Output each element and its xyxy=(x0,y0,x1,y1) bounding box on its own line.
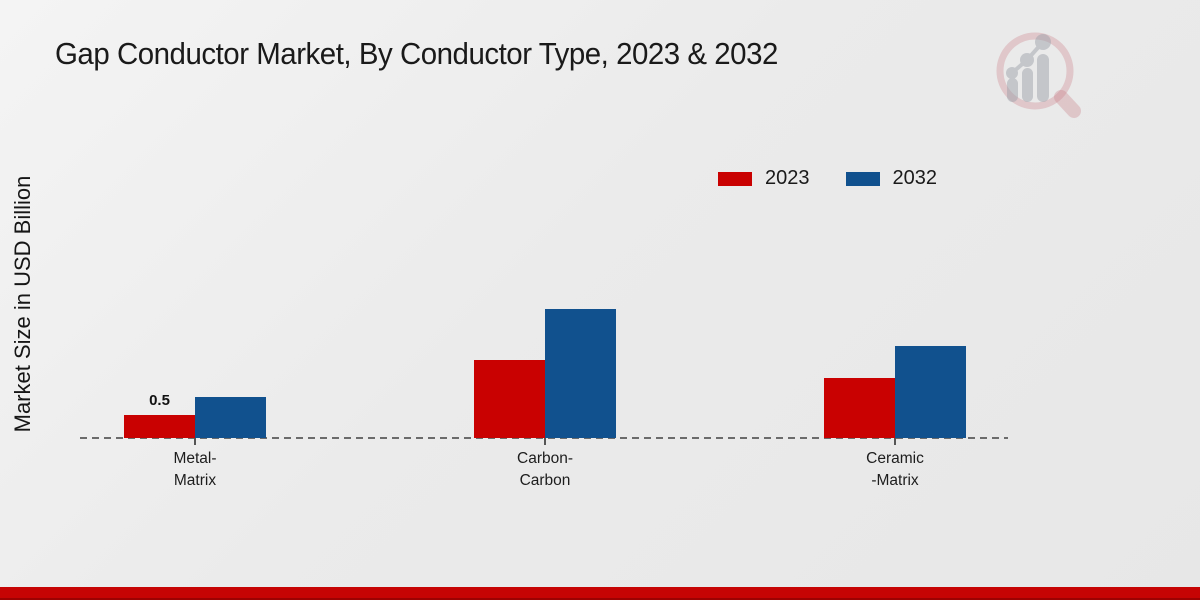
bar-people-icon xyxy=(1006,34,1051,102)
bar-2023-category-2 xyxy=(824,378,895,438)
x-axis-tick xyxy=(194,438,196,445)
footer-accent-bar xyxy=(0,587,1200,600)
legend: 2023 2032 xyxy=(718,167,937,190)
bar-2032-category-1 xyxy=(545,309,616,438)
bar-2023-category-1 xyxy=(474,360,545,438)
legend-swatch-2023 xyxy=(718,171,752,186)
magnifier-handle-icon xyxy=(1054,90,1081,118)
legend-item-2032: 2032 xyxy=(845,167,938,190)
magnifier-ring-icon xyxy=(996,32,1074,110)
legend-label-2032: 2032 xyxy=(892,167,938,189)
x-axis-category-label: Ceramic -Matrix xyxy=(866,450,924,489)
bar-value-label: 0.5 xyxy=(149,392,170,409)
x-axis-tick xyxy=(894,438,896,445)
bar-2032-category-2 xyxy=(895,346,966,438)
chart-title: Gap Conductor Market, By Conductor Type,… xyxy=(55,36,778,71)
bar-2023-category-0 xyxy=(124,415,195,438)
bar-2032-category-0 xyxy=(195,397,266,438)
x-axis-tick xyxy=(544,438,546,445)
legend-item-2023: 2023 xyxy=(718,167,810,190)
x-axis-category-label: Metal- Matrix xyxy=(173,450,217,489)
legend-swatch-2032 xyxy=(845,171,880,186)
x-axis-category-label: Carbon- Carbon xyxy=(517,450,573,489)
market-research-future-logo-watermark xyxy=(996,32,1081,118)
legend-label-2023: 2023 xyxy=(765,167,810,189)
